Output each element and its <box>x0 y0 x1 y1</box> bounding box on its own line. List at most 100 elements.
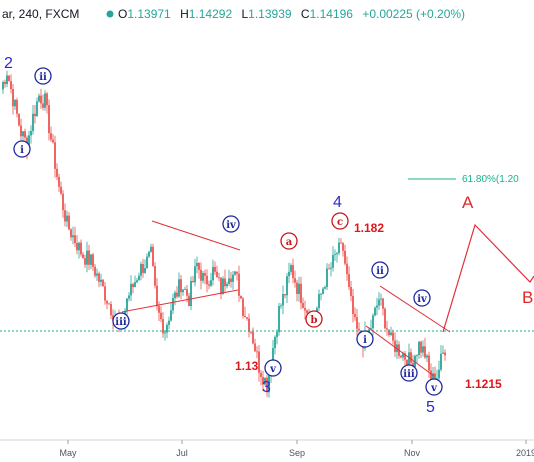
circled-wave-c: c <box>331 212 349 230</box>
candle-body <box>392 332 394 341</box>
candle-body <box>176 292 178 297</box>
triangle-upper-trendline[interactable] <box>151 220 241 251</box>
wedge-lower-trendline[interactable] <box>365 325 435 377</box>
candle-body <box>296 282 298 294</box>
candle-body <box>42 103 44 108</box>
candle-body <box>380 298 382 300</box>
symbol-label: ar, 240, FXCM <box>2 7 79 21</box>
candle-body <box>218 277 220 278</box>
candle-body <box>150 246 152 252</box>
candle-body <box>336 253 338 255</box>
candle-body <box>408 352 410 368</box>
candle-body <box>168 320 170 325</box>
candle-body <box>254 343 256 352</box>
candle-body <box>264 377 266 385</box>
candle-body <box>94 266 96 276</box>
candle-body <box>306 310 308 313</box>
candle-body <box>358 328 360 331</box>
candle-body <box>376 305 378 308</box>
candle-body <box>86 250 88 265</box>
candle-body <box>278 306 280 333</box>
candle-body <box>206 275 208 285</box>
candle-body <box>236 271 238 274</box>
candle-body <box>442 352 444 354</box>
candle-body <box>440 353 442 370</box>
candle-body <box>166 324 168 333</box>
candle-body <box>410 352 412 363</box>
candle-body <box>370 328 372 330</box>
candle-body <box>192 280 194 283</box>
candle-body <box>110 303 112 316</box>
candle-body <box>66 215 68 222</box>
candle-body <box>212 266 214 281</box>
candle-body <box>92 254 94 267</box>
candle-body <box>228 278 230 284</box>
candle-body <box>248 318 250 332</box>
candle-body <box>200 269 202 281</box>
svg-text:a: a <box>286 237 293 248</box>
candle-body <box>230 278 232 282</box>
candle-body <box>250 331 252 333</box>
x-axis: May Jul Sep Nov 2019 <box>59 440 534 458</box>
candle-body <box>156 285 158 307</box>
candle-body <box>346 263 348 275</box>
candle-body <box>260 372 262 377</box>
candle-body <box>178 279 180 297</box>
candle-body <box>298 283 300 294</box>
candle-body <box>4 81 6 85</box>
candle-body <box>384 308 386 329</box>
candle-body <box>102 279 104 287</box>
candle-body <box>106 300 108 304</box>
candle-body <box>138 275 140 281</box>
candle-body <box>34 113 36 117</box>
candle-body <box>148 251 150 257</box>
candle-body <box>50 133 52 140</box>
candle-body <box>152 246 154 266</box>
candle-body <box>36 101 38 117</box>
candle-body <box>10 81 12 90</box>
candle-body <box>172 298 174 311</box>
candle-body <box>428 355 430 371</box>
abc-projection-path[interactable] <box>442 223 534 333</box>
candle-body <box>302 303 304 308</box>
candle-body <box>258 351 260 373</box>
candle-body <box>132 284 134 288</box>
circled-wave-iii-right: iii <box>400 364 418 382</box>
candle-body <box>8 75 10 82</box>
candle-body <box>286 276 288 296</box>
candle-body <box>80 242 82 255</box>
candle-body <box>356 317 358 329</box>
candle-body <box>226 283 228 287</box>
candle-body <box>272 348 274 368</box>
candle-body <box>204 273 206 276</box>
candle-body <box>332 255 334 268</box>
candle-body <box>416 355 418 356</box>
candle-body <box>232 274 234 282</box>
circled-wave-ii-left: ii <box>34 67 52 85</box>
candle-body <box>186 289 188 296</box>
candle-body <box>238 273 240 296</box>
candle-body <box>6 75 8 85</box>
candle-body <box>382 298 384 309</box>
price-label-target: 1.1215 <box>465 377 502 391</box>
candle-body <box>342 243 344 251</box>
candle-body <box>32 113 34 132</box>
svg-text:v: v <box>269 364 277 375</box>
candle-body <box>220 277 222 295</box>
candle-body <box>12 89 14 107</box>
candle-body <box>280 305 282 307</box>
candle-body <box>134 282 136 288</box>
wedge-upper-trendline[interactable] <box>379 285 451 333</box>
triangle-lower-trendline[interactable] <box>121 289 239 313</box>
circled-wave-iv-right: iv <box>413 289 431 307</box>
candle-body <box>252 331 254 344</box>
candle-body <box>142 263 144 273</box>
svg-text:b: b <box>311 315 318 326</box>
candle-body <box>444 352 446 356</box>
candle-body <box>44 93 46 108</box>
candle-body <box>2 81 4 90</box>
candle-body <box>430 370 432 384</box>
candle-body <box>274 336 276 349</box>
chart-header: ar, 240, FXCM O1.13971 H1.14292 L1.13939… <box>2 7 465 21</box>
